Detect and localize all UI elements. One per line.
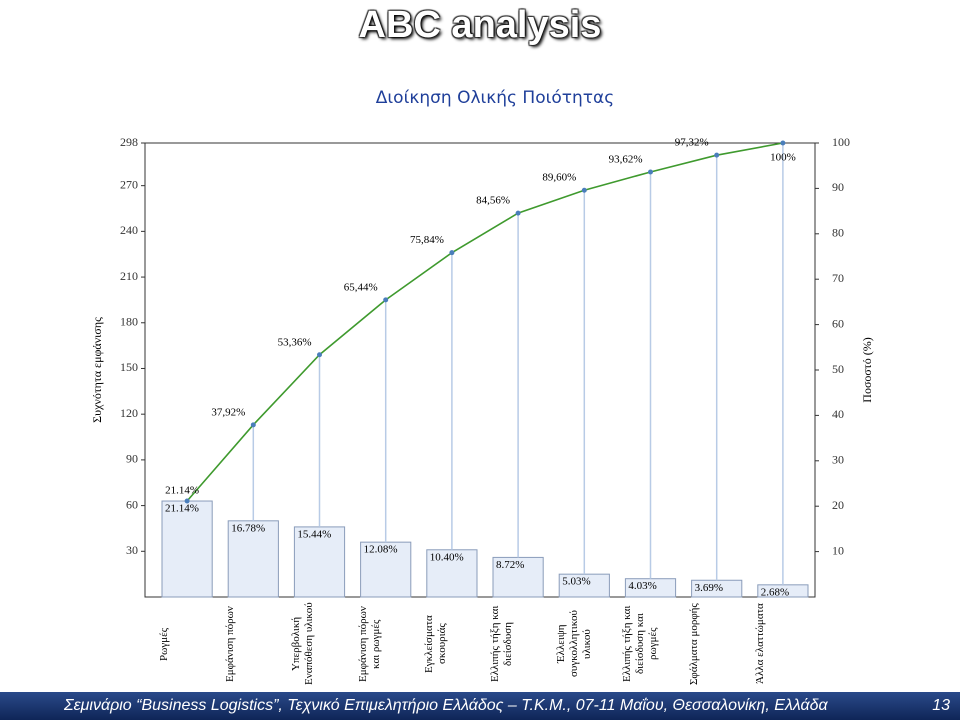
line-point: [714, 152, 720, 158]
line-point: [581, 187, 587, 193]
y2-axis-label: Ποσοστό (%): [860, 337, 874, 402]
bar-label: 8.72%: [496, 559, 524, 571]
y-tick-label: 210: [120, 269, 138, 283]
x-tick-label: Άλλα ελαττώματα: [753, 603, 766, 685]
bar: [426, 549, 478, 598]
bar-label: 3.69%: [695, 582, 723, 594]
line-label: 37,92%: [211, 406, 245, 418]
y2-tick-label: 100: [832, 135, 850, 149]
line-point: [250, 422, 256, 428]
line-label: 53,36%: [278, 336, 312, 348]
y2-tick-label: 60: [832, 316, 844, 330]
y-tick-label: 270: [120, 177, 138, 191]
bar-label: 10.40%: [430, 551, 464, 563]
bar-label: 5.03%: [562, 576, 590, 588]
y-tick-label: 90: [126, 452, 138, 466]
x-tick-label: Υπερβολική Εναπόθεση υλικού: [290, 602, 316, 686]
x-tick-label: Ρωγμές: [158, 627, 170, 661]
bar-label: 4.03%: [628, 580, 656, 592]
chart: Διοίκηση Ολικής Ποιότητας Συχνότητα εμφά…: [90, 88, 874, 598]
y2-tick-label: 40: [832, 407, 844, 421]
x-tick-label: Εγκλείσματα σκουριάς: [422, 615, 448, 673]
y-tick-label: 120: [120, 406, 138, 420]
line-point: [184, 498, 190, 504]
y2-tick-label: 30: [832, 453, 844, 467]
y-tick-label: 240: [120, 223, 138, 237]
slide-title: ABC analysis: [358, 4, 602, 46]
x-tick-label: Σφάλματα μορφής: [687, 603, 700, 685]
x-tick-label: Ελλιπής τήξη και διείσδυση: [489, 605, 514, 683]
y-tick-label: 30: [126, 543, 138, 557]
y2-tick-label: 70: [832, 271, 844, 285]
bar-label: 2.68%: [761, 586, 789, 598]
line-label: 100%: [770, 152, 796, 164]
y2-tick-label: 10: [832, 543, 844, 557]
line-point: [383, 297, 389, 303]
page-number: 13: [932, 697, 950, 714]
line-label: 93,62%: [609, 153, 643, 165]
line-label: 65,44%: [344, 281, 378, 293]
bar-label: 12.08%: [364, 544, 398, 556]
y-tick-label: 60: [126, 497, 138, 511]
bar-label: 21.14%: [165, 503, 199, 515]
y-axis-label: Συχνότητα εμφάνισης: [90, 317, 104, 423]
line-label: 84,56%: [476, 195, 510, 207]
bar: [227, 520, 279, 598]
y2-tick-label: 50: [832, 362, 844, 376]
line-point: [648, 169, 653, 175]
cumulative-line: [186, 142, 784, 502]
line-point: [449, 250, 455, 256]
bar: [161, 500, 213, 598]
line-point: [515, 210, 521, 216]
line-label: 75,84%: [410, 234, 444, 246]
line-point: [317, 352, 322, 358]
x-tick-label: Εμφάνιση πόρων και ρωγμές: [356, 606, 382, 682]
footer: Σεμινάριο “Business Logistics”, Τεχνικό …: [0, 692, 960, 720]
bar-label: 15.44%: [297, 528, 331, 540]
line-label: 97,32%: [675, 137, 709, 149]
bar: [492, 556, 544, 598]
y-tick-label: 298: [120, 135, 138, 149]
x-tick-label: Εμφάνιση πόρων: [224, 606, 237, 682]
bar: [293, 526, 346, 598]
y2-tick-label: 90: [832, 180, 844, 194]
bar-label: 16.78%: [231, 522, 265, 534]
x-tick-label: Έλλειψη συγκολλητικού υλικού: [555, 610, 594, 678]
x-tick-label: Ελλιπής τήξη και διείσδυση και ρωγμές: [621, 605, 660, 683]
line-label: 89,60%: [542, 172, 576, 184]
y-tick-label: 150: [120, 360, 138, 374]
y2-tick-label: 20: [832, 498, 844, 512]
y-tick-label: 180: [120, 315, 138, 329]
footer-text: Σεμινάριο “Business Logistics”, Τεχνικό …: [64, 697, 828, 714]
line-point: [780, 140, 786, 146]
y2-tick-label: 80: [832, 226, 844, 240]
bar: [360, 541, 412, 598]
line-label: 21.14%: [165, 485, 199, 497]
chart-title: Διοίκηση Ολικής Ποιότητας: [376, 88, 614, 108]
